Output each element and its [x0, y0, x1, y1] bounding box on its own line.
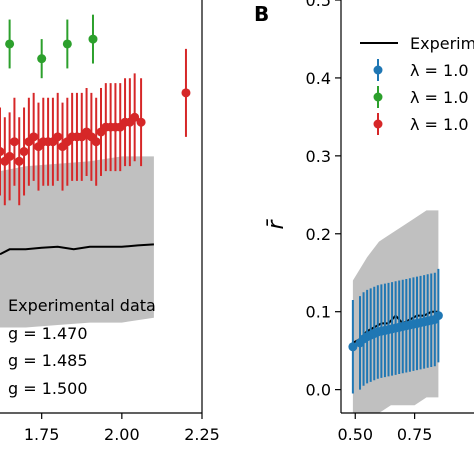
y-tick-label: 0.4	[306, 69, 331, 88]
data-point	[136, 117, 146, 127]
legend: Experimental data g = 1.470 g = 1.485 g …	[8, 296, 156, 398]
panel-a: 1.75 2.00 2.25 Experimental data g = 1.470…	[0, 0, 220, 444]
x-tick-label: 0.75	[397, 425, 433, 444]
simulation-band	[0, 156, 154, 328]
data-point	[5, 39, 15, 49]
y-tick-label: 0.3	[306, 147, 331, 166]
data-point	[91, 137, 101, 147]
legend-entry-lambda-1: λ = 1.0	[410, 61, 469, 80]
data-point	[19, 147, 29, 157]
legend-entry-lambda-2: λ = 1.0	[410, 88, 469, 107]
x-tick-label: 2.25	[184, 425, 220, 444]
y-tick-label: 0.0	[306, 381, 331, 400]
legend-entry-g-1485: g = 1.485	[8, 351, 88, 370]
data-point	[130, 112, 140, 122]
y-axis-title: r̄	[264, 219, 289, 230]
y-tick-label: 0.5	[306, 0, 331, 10]
y-ticks: 0.0 0.1 0.2 0.3 0.4 0.5	[306, 0, 341, 400]
data-point	[9, 137, 19, 147]
x-ticks: 1.75 2.00 2.25	[24, 413, 220, 444]
legend-marker-blue	[373, 65, 383, 75]
legend-entry-lambda-3: λ = 1.0	[410, 115, 469, 134]
data-series-group	[348, 268, 443, 394]
panel-label-b: B	[254, 2, 269, 26]
x-ticks: 0.50 0.75	[337, 413, 432, 444]
y-tick-label: 0.2	[306, 225, 331, 244]
x-tick-label: 2.00	[104, 425, 140, 444]
legend: Experim λ = 1.0 λ = 1.0 λ = 1.0	[360, 34, 474, 135]
data-point	[29, 132, 39, 142]
data-point	[53, 132, 63, 142]
legend-entry-g-1500: g = 1.500	[8, 379, 88, 398]
x-tick-label: 0.50	[337, 425, 373, 444]
legend-entry-experimental: Experim	[410, 34, 474, 53]
experimental-data-line	[0, 243, 154, 256]
panel-b: B 0.0 0.1 0.2 0.3 0.4 0.5 0.50 0.75 r̄ Experim…	[254, 0, 474, 444]
data-point	[14, 156, 24, 166]
legend-marker-green	[373, 92, 383, 102]
y-tick-label: 0.1	[306, 303, 331, 322]
data-point	[37, 54, 47, 64]
data-point	[5, 151, 15, 161]
legend-marker-red	[373, 119, 383, 129]
data-point	[181, 88, 191, 98]
data-point	[348, 342, 358, 352]
x-tick-label: 1.75	[24, 425, 60, 444]
data-point	[433, 311, 443, 321]
legend-entry-experimental: Experimental data	[8, 296, 156, 315]
data-series-group	[0, 14, 191, 206]
data-point	[0, 147, 5, 157]
data-point	[88, 34, 98, 44]
data-point	[62, 39, 72, 49]
legend-entry-g-1470: g = 1.470	[8, 324, 88, 343]
